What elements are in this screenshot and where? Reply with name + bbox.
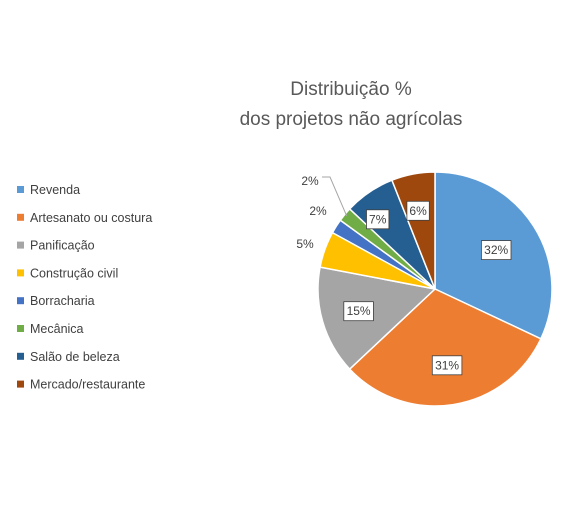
data-label-borracharia: 2% [309,204,327,218]
data-label-revenda: 32% [484,243,508,257]
legend-swatch-mecanica [17,325,24,332]
legend-swatch-revenda [17,186,24,193]
legend-label-panificacao: Panificação [30,239,95,253]
legend-swatch-panificacao [17,241,24,249]
data-label-box-salao-de-beleza [366,209,390,230]
data-label-mercado-restaurante: 6% [409,204,427,218]
legend-swatch-salao-de-beleza [17,352,24,360]
pie-slice-panificacao [317,266,437,371]
chart-title-line-2: dos projetos não agrícolas [240,109,463,130]
legend-swatch-construcao-civil [17,269,24,277]
legend-label-salao-de-beleza: Salão de beleza [30,350,120,364]
legend-swatch-borracharia [17,297,24,305]
data-label-mecanica: 2% [301,174,319,188]
leader-line-mecanica [322,176,348,217]
pie-slice-artesanato-ou-costura [348,288,542,407]
data-label-construcao-civil: 5% [296,237,314,251]
data-label-salao-de-beleza: 7% [369,212,387,226]
data-label-box-mercado-restaurante [406,200,430,221]
legend-swatch-mercado-restaurante [17,380,24,388]
data-label-box-panificacao [343,301,374,322]
legend-label-mercado-restaurante: Mercado/restaurante [30,378,145,392]
data-label-artesanato-ou-costura: 31% [435,358,459,372]
data-labels: 32% 31% 15% 5% 2% 2% 7% 6% [296,174,512,376]
legend-label-revenda: Revenda [30,183,80,197]
legend-label-borracharia: Borracharia [30,294,95,308]
legend-label-construcao-civil: Construção civil [30,266,118,280]
legend-label-artesanato-ou-costura: Artesanato ou costura [30,211,152,225]
legend-label-mecanica: Mecânica [30,322,84,336]
legend: Revenda Artesanato ou costura Panificação C… [17,183,152,392]
pie-slices [317,171,553,407]
data-label-panificacao: 15% [347,304,371,318]
chart-title: Distribuição % dos projetos não agrícola… [240,79,463,130]
data-label-box-revenda [480,240,512,261]
chart-title-line-1: Distribuição % [290,79,412,100]
legend-swatch-artesanato-ou-costura [17,213,24,221]
data-label-box-artesanato-ou-costura [431,355,463,376]
leader-lines [322,176,348,217]
